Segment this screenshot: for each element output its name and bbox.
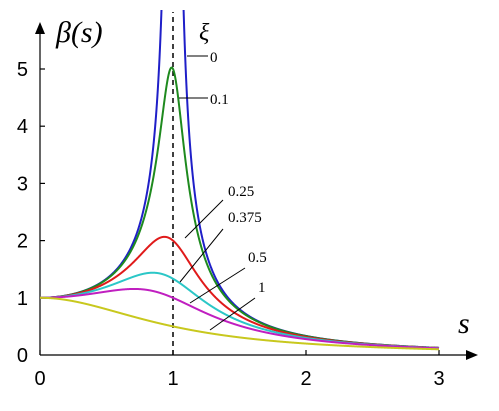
y-tick-label-3: 3 [17, 173, 28, 195]
curve-xi-0.1 [40, 66, 440, 349]
tick-labels: 0 1 2 3 0 1 2 3 4 5 [17, 59, 445, 390]
label-xi-1: 1 [258, 280, 266, 296]
label-xi-0.375: 0.375 [228, 210, 262, 226]
y-tick-label-0: 0 [17, 345, 28, 367]
y-axis-arrow [35, 22, 45, 34]
x-tick-label-2: 2 [300, 368, 311, 390]
curve-xi-0.5 [40, 287, 440, 350]
label-xi-0.5: 0.5 [248, 250, 267, 266]
x-axis-label: s [458, 307, 470, 340]
y-tick-label-2: 2 [17, 231, 28, 253]
curve-xi-0 [40, 10, 440, 349]
y-axis-label: β(s) [55, 16, 103, 49]
legend-title-xi: ξ [199, 20, 210, 46]
x-tick-label-1: 1 [167, 368, 178, 390]
series-labels: 0 0.1 0.25 0.375 0.5 1 [210, 50, 267, 296]
x-axis-arrow [466, 350, 478, 360]
y-tick-label-1: 1 [17, 288, 28, 310]
y-tick-label-4: 4 [17, 116, 28, 138]
y-tick-label-5: 5 [17, 59, 28, 81]
label-leader-lines [179, 55, 256, 331]
leader-xi-0.25 [184, 199, 224, 239]
leader-xi-0.5 [189, 267, 246, 304]
x-tick-label-3: 3 [433, 368, 444, 390]
curve-xi-1 [40, 296, 440, 351]
x-tick-label-0: 0 [34, 368, 45, 390]
label-xi-0.25: 0.25 [228, 184, 254, 200]
label-xi-0: 0 [210, 50, 218, 66]
leader-xi-0.375 [179, 228, 224, 283]
curves [40, 10, 440, 351]
label-xi-0.1: 0.1 [210, 92, 229, 108]
leader-xi-1 [209, 297, 256, 331]
